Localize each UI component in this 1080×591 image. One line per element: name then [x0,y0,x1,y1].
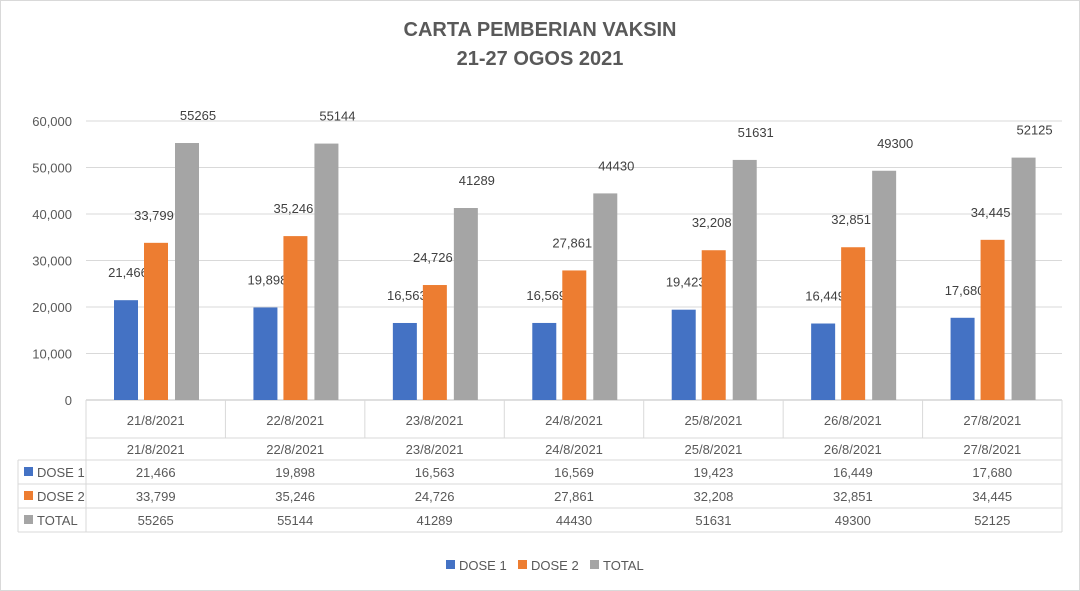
y-tick-label: 60,000 [32,114,72,129]
table-cell: 55265 [138,513,174,528]
data-label: 32,851 [831,212,871,227]
table-header-cell: 21/8/2021 [127,442,185,457]
table-cell: 55144 [277,513,313,528]
table-cell: 17,680 [972,465,1012,480]
bar-total [453,208,478,400]
bar-total [175,143,199,400]
data-label: 35,246 [274,201,314,216]
data-label: 52125 [1016,123,1052,138]
data-label: 21,466 [108,265,148,280]
table-cell: 41289 [416,513,452,528]
y-tick-label: 30,000 [32,254,72,269]
data-label: 55265 [180,108,216,123]
chart-title-line-2: 21-27 OGOS 2021 [457,48,624,70]
data-label: 34,445 [971,205,1011,220]
bar-dose-2 [422,285,447,400]
bar-dose-2 [144,242,168,400]
data-label: 32,208 [692,215,732,230]
legend-swatch-icon [590,560,599,569]
bar-dose-2 [701,250,726,400]
table-cell: 27,861 [554,489,594,504]
bar-dose-1 [392,322,417,400]
y-tick-label: 50,000 [32,161,72,176]
table-header-cell: 26/8/2021 [824,442,882,457]
bar-total [314,143,339,401]
x-tick-label: 24/8/2021 [545,413,603,428]
table-cell: 52125 [974,513,1010,528]
table-header-cell: 24/8/2021 [545,442,603,457]
bar-total [872,170,897,400]
table-cell: 16,449 [833,465,873,480]
data-label: 19,423 [666,275,706,290]
data-label: 16,449 [805,289,845,304]
bar-dose-1 [532,322,557,400]
table-cell: 44430 [556,513,592,528]
table-cell: 24,726 [415,489,455,504]
bar-total [732,159,757,400]
legend-key-icon [24,515,33,524]
table-cell: 32,851 [833,489,873,504]
data-label: 51631 [738,125,774,140]
legend-swatch-icon [446,560,455,569]
chart-title-line-1: CARTA PEMBERIAN VAKSIN [404,19,677,41]
data-label: 16,569 [526,288,566,303]
table-cell: 21,466 [136,465,176,480]
x-tick-label: 25/8/2021 [685,413,743,428]
table-cell: 51631 [695,513,731,528]
table-cell: 16,563 [415,465,455,480]
x-tick-label: 27/8/2021 [963,413,1021,428]
table-cell: 35,246 [275,489,315,504]
table-cell: 33,799 [136,489,176,504]
data-label: 27,861 [552,235,592,250]
data-label: 16,563 [387,288,427,303]
table-cell: 49300 [835,513,871,528]
bar-dose-1 [950,317,975,400]
table-cell: 19,423 [694,465,734,480]
bar-dose-1 [671,309,696,400]
legend-key-icon [24,467,33,476]
table-cell: 16,569 [554,465,594,480]
y-tick-label: 0 [65,393,72,408]
legend-label: DOSE 1 [459,558,507,573]
bar-dose-1 [114,300,138,400]
x-tick-label: 23/8/2021 [406,413,464,428]
table-row-label: DOSE 2 [37,489,85,504]
y-tick-label: 40,000 [32,207,72,222]
data-label: 49300 [877,136,913,151]
bar-dose-2 [980,239,1005,400]
data-label: 19,898 [248,272,288,287]
legend-key-icon [24,491,33,500]
data-label: 33,799 [134,208,174,223]
legend-label: TOTAL [603,558,644,573]
bar-dose-2 [283,236,308,400]
data-label: 24,726 [413,250,453,265]
bar-total [593,193,618,400]
table-header-cell: 22/8/2021 [266,442,324,457]
table-header-cell: 27/8/2021 [963,442,1021,457]
table-cell: 19,898 [275,465,315,480]
bar-dose-1 [253,307,278,400]
y-tick-label: 20,000 [32,300,72,315]
data-label: 41289 [459,173,495,188]
bar-dose-2 [841,247,866,400]
x-tick-label: 21/8/2021 [127,413,185,428]
data-label: 44430 [598,158,634,173]
y-tick-label: 10,000 [32,347,72,362]
legend-swatch-icon [518,560,527,569]
table-cell: 34,445 [972,489,1012,504]
x-tick-label: 22/8/2021 [266,413,324,428]
x-tick-label: 26/8/2021 [824,413,882,428]
table-header-cell: 23/8/2021 [406,442,464,457]
bar-dose-1 [811,323,836,400]
data-label: 55144 [319,109,355,124]
table-row-label: DOSE 1 [37,465,85,480]
table-cell: 32,208 [694,489,734,504]
bar-total [1011,157,1036,400]
table-row-label: TOTAL [37,513,78,528]
data-label: 17,680 [945,283,985,298]
bar-dose-2 [562,270,587,400]
legend-label: DOSE 2 [531,558,579,573]
table-header-cell: 25/8/2021 [685,442,743,457]
